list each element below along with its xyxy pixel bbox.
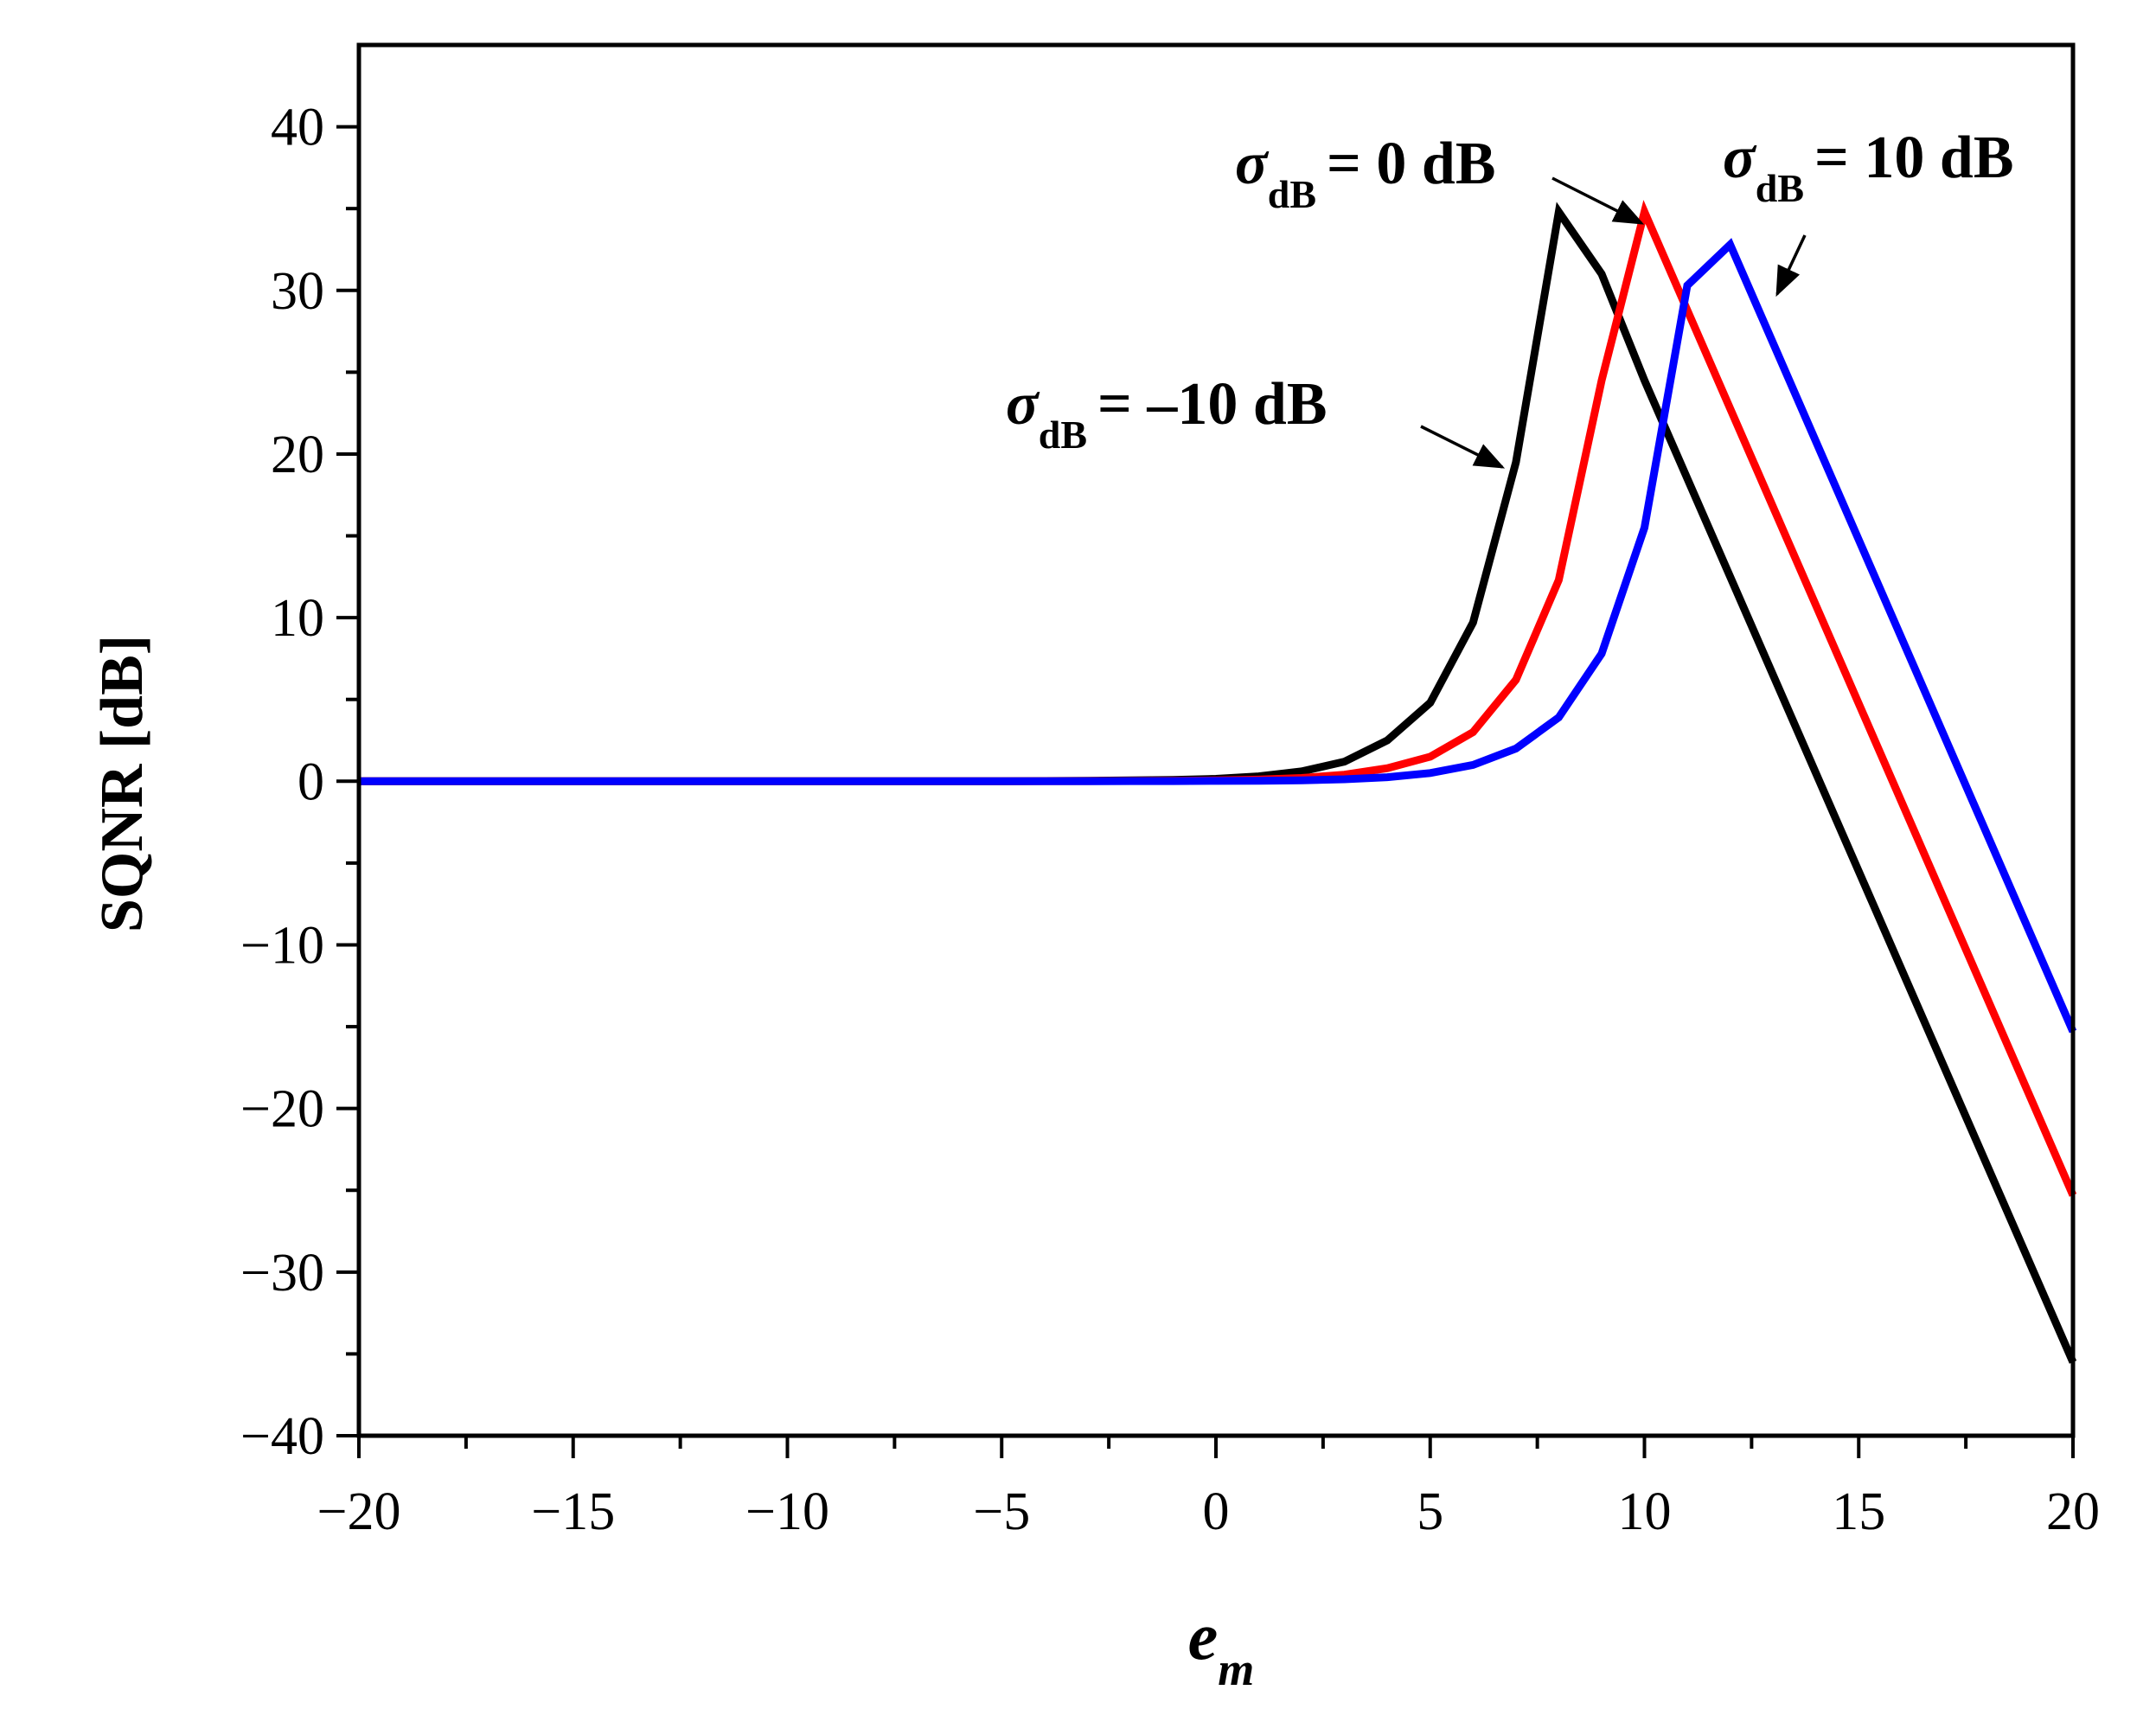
y-tick-label: −30 [240, 1244, 324, 1303]
x-tick-label: 15 [1832, 1482, 1885, 1541]
annotation-sigma-minus-10-sub: dB [1039, 413, 1087, 457]
annotation-sigma-0-symbol: σ [1235, 131, 1270, 197]
y-tick-label: 40 [271, 99, 324, 157]
annotation-sigma-minus-10-symbol: σ [1006, 371, 1040, 438]
y-tick-label: 20 [271, 426, 324, 484]
series-line-1 [359, 200, 2077, 1197]
annotation-sigma-minus-10-arrow [1420, 425, 1506, 469]
x-tick-label: 5 [1417, 1482, 1443, 1541]
annotation-sigma-0-value: = 0 dB [1327, 131, 1496, 197]
y-tick-label: −40 [240, 1407, 324, 1466]
y-tick-label: 10 [271, 589, 324, 648]
annotation-sigma-10-sub: dB [1756, 166, 1804, 210]
x-tick-label: 20 [2046, 1482, 2100, 1541]
series-line-2 [359, 238, 2077, 1034]
x-axis-label-sub: m [1218, 1643, 1254, 1695]
x-tick-label: −5 [973, 1482, 1030, 1541]
x-axis-label-main: e [1188, 1598, 1219, 1674]
annotation-sigma-0-arrow [1551, 176, 1645, 225]
x-axis-label: em [1188, 1598, 1255, 1695]
annotation-sigma-0-sub: dB [1268, 172, 1316, 216]
annotation-sigma-0: σdB = 0 dB [1235, 131, 1496, 216]
y-axis-ticks: −40 −30 −20 −10 0 10 20 30 40 [240, 99, 359, 1466]
annotation-sigma-10-symbol: σ [1723, 125, 1757, 191]
x-tick-label: 0 [1203, 1482, 1230, 1541]
series-layer [359, 200, 2077, 1364]
annotation-sigma-minus-10: σdB = –10 dB [1006, 371, 1328, 457]
annotation-sigma-10-arrow [1775, 234, 1807, 298]
annotation-sigma-minus-10-value: = –10 dB [1097, 371, 1328, 438]
y-axis-label: SQNR [dB] [89, 635, 156, 932]
annotation-sigma-10-value: = 10 dB [1814, 125, 2014, 191]
y-tick-label: 30 [271, 262, 324, 321]
x-tick-label: −10 [745, 1482, 829, 1541]
y-tick-label: 0 [297, 752, 324, 811]
x-tick-label: −20 [317, 1482, 401, 1541]
x-axis-ticks: −20 −15 −10 −5 0 5 10 15 20 [317, 1436, 2100, 1541]
plot-frame [356, 42, 2076, 1438]
x-tick-label: 10 [1618, 1482, 1672, 1541]
x-tick-label: −15 [531, 1482, 615, 1541]
y-tick-label: −20 [240, 1080, 324, 1139]
y-tick-label: −10 [240, 916, 324, 975]
annotation-sigma-10: σdB = 10 dB [1723, 125, 2014, 210]
